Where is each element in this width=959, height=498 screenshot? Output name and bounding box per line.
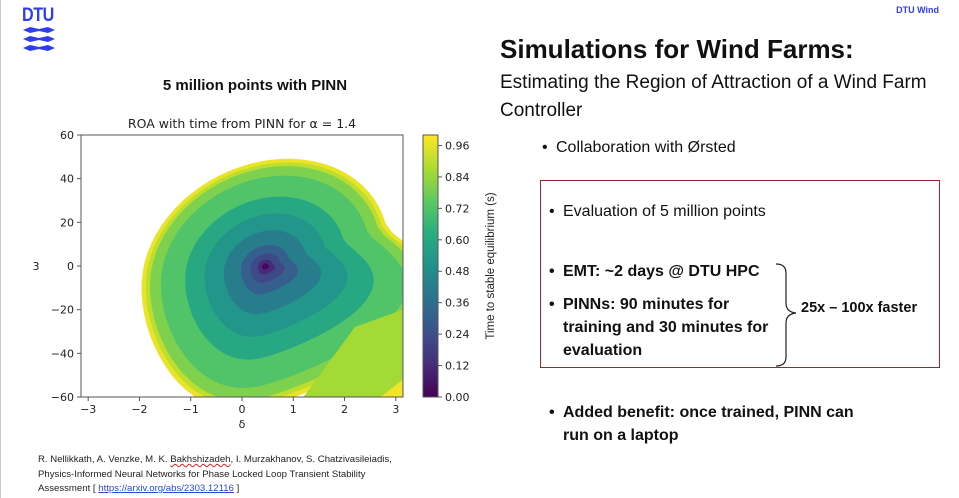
- brand-label: DTU Wind: [896, 5, 939, 15]
- colorbar-tick-label: 0.48: [445, 265, 470, 278]
- logo-text: DTU: [22, 5, 54, 26]
- x-axis-label: δ: [239, 418, 246, 431]
- y-tick-label: 20: [60, 216, 74, 229]
- right-brace-icon: [775, 263, 797, 367]
- colorbar-tick-label: 0.60: [445, 234, 470, 247]
- x-tick-label: −1: [183, 403, 199, 416]
- arxiv-link[interactable]: https://arxiv.org/abs/2303.12116: [98, 483, 234, 494]
- bullet-collaboration: Collaboration with Ørsted: [542, 139, 736, 157]
- reference-citation: R. Nellikkath, A. Venzke, M. K. Bakhshiz…: [38, 453, 458, 497]
- x-tick-label: 3: [392, 403, 399, 416]
- x-axis-ticks: −3 −2 −1 0 1 2 3: [80, 397, 399, 416]
- colorbar-tick-label: 0.72: [445, 202, 470, 215]
- bullet-emt: EMT: ~2 days @ DTU HPC: [549, 263, 759, 281]
- y-axis-ticks: 60 40 20 0 −20 −40 −60: [51, 129, 81, 404]
- roa-level-region: [262, 263, 270, 270]
- bullet-benefit: Added benefit: once trained, PINN can ru…: [549, 401, 883, 447]
- colorbar-tick-label: 0.12: [445, 360, 470, 373]
- ref-author-flagged: Bakhshizadeh: [170, 454, 231, 465]
- colorbar-tick-label: 0.96: [445, 139, 470, 152]
- roa-level-region: [380, 379, 403, 397]
- slide-left-border: [0, 0, 1, 498]
- x-tick-label: 2: [341, 403, 348, 416]
- x-tick-label: −2: [131, 403, 147, 416]
- dtu-waves-icon: [23, 27, 55, 51]
- x-tick-label: −3: [80, 403, 96, 416]
- ref-authors-a: R. Nellikkath, A. Venzke, M. K.: [38, 454, 171, 465]
- ref-authors-b: , I. Murzakhanov, S. Chatzivasileiadis,: [230, 454, 392, 465]
- x-tick-label: 1: [290, 403, 297, 416]
- ref-close: ]: [233, 483, 240, 494]
- roa-regions: [141, 158, 403, 397]
- colorbar-ticks: 0.96 0.84 0.72 0.60 0.48 0.36 0.24 0.12 0.00: [438, 139, 470, 404]
- y-tick-label: 40: [60, 173, 74, 186]
- x-tick-label: 0: [239, 403, 246, 416]
- slide-subtitle: Estimating the Region of Attraction of a…: [500, 72, 927, 121]
- roa-level-region: [303, 309, 403, 397]
- colorbar-tick-label: 0.36: [445, 297, 470, 310]
- y-tick-label: 0: [67, 260, 74, 273]
- bullet-evaluation: Evaluation of 5 million points: [549, 203, 766, 221]
- speedup-label: 25x – 100x faster: [801, 300, 918, 316]
- colorbar-label: Time to stable equilibrium (s): [485, 192, 497, 339]
- dtu-logo: DTU: [22, 6, 56, 60]
- roa-chart: ROA with time from PINN for α = 1.4 −3 −2…: [33, 116, 498, 431]
- ref-title-end: Assessment [: [38, 483, 99, 494]
- bullet-pinns: PINNs: 90 minutes for training and 30 mi…: [549, 293, 778, 362]
- colorbar-tick-label: 0.24: [445, 328, 470, 341]
- ref-title: Physics-Informed Neural Networks for Pha…: [38, 468, 366, 480]
- y-tick-label: −60: [51, 391, 74, 404]
- y-tick-label: −40: [51, 347, 74, 360]
- colorbar-tick-label: 0.84: [445, 171, 470, 184]
- chart-title: ROA with time from PINN for α = 1.4: [128, 116, 356, 131]
- figure-heading: 5 million points with PINN: [162, 77, 348, 94]
- y-axis-label: 3: [33, 260, 40, 273]
- colorbar-tick-label: 0.00: [445, 391, 470, 404]
- colorbar: [422, 134, 439, 398]
- y-tick-label: −20: [51, 304, 74, 317]
- y-tick-label: 60: [60, 129, 74, 142]
- highlight-box: [540, 180, 940, 368]
- slide-title: Simulations for Wind Farms:: [500, 34, 854, 64]
